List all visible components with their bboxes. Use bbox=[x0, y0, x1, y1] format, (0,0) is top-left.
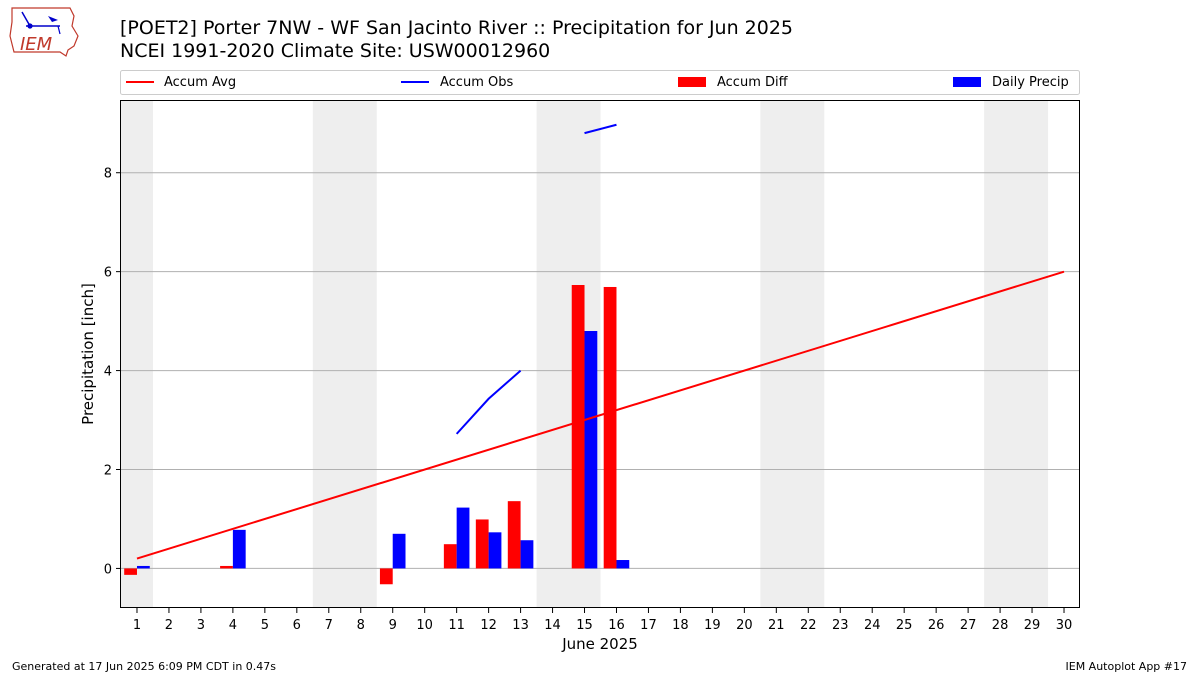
x-tick-label: 24 bbox=[864, 618, 881, 633]
footer-generated: Generated at 17 Jun 2025 6:09 PM CDT in … bbox=[12, 660, 277, 673]
legend-obs-label: Accum Obs bbox=[440, 75, 513, 90]
legend-daily-swatch bbox=[953, 77, 981, 87]
accum-diff-bar bbox=[603, 286, 617, 569]
x-tick-label: 22 bbox=[800, 618, 817, 633]
chart-subtitle: NCEI 1991-2020 Climate Site: USW00012960 bbox=[120, 40, 551, 62]
weekend-band bbox=[121, 101, 153, 608]
accum-diff-bar bbox=[443, 544, 457, 569]
legend-diff-label: Accum Diff bbox=[717, 75, 789, 90]
y-axis-label: Precipitation [inch] bbox=[79, 283, 97, 425]
weekend-band bbox=[760, 101, 825, 608]
x-tick-label: 28 bbox=[992, 618, 1009, 633]
x-tick-label: 6 bbox=[293, 618, 301, 633]
accum-diff-bar bbox=[379, 568, 393, 585]
daily-precip-bar bbox=[232, 529, 246, 569]
accum-diff-bar bbox=[571, 285, 585, 569]
x-tick-label: 13 bbox=[512, 618, 529, 633]
x-tick-label: 10 bbox=[416, 618, 433, 633]
plot-frame bbox=[120, 100, 1080, 608]
x-tick-label: 7 bbox=[325, 618, 333, 633]
accum-obs-line bbox=[584, 123, 617, 135]
weekend-band bbox=[312, 101, 377, 608]
x-tick-label: 5 bbox=[261, 618, 269, 633]
accum-diff-bar bbox=[124, 568, 137, 575]
x-tick-label: 21 bbox=[768, 618, 785, 633]
y-tick-label: 4 bbox=[104, 365, 112, 380]
x-tick-label: 27 bbox=[960, 618, 977, 633]
x-tick-label: 2 bbox=[165, 618, 173, 633]
daily-precip-bar bbox=[392, 533, 406, 569]
accum-diff-bar bbox=[220, 565, 233, 569]
legend-box bbox=[120, 70, 1080, 95]
daily-precip-bar bbox=[520, 540, 534, 569]
y-tick-label: 0 bbox=[104, 562, 112, 577]
x-tick-label: 1 bbox=[133, 618, 141, 633]
accum-avg-line bbox=[136, 270, 1065, 560]
legend-diff-swatch bbox=[678, 77, 706, 87]
x-tick-label: 11 bbox=[448, 618, 465, 633]
footer-app: IEM Autoplot App #17 bbox=[1065, 660, 1188, 673]
y-tick-label: 2 bbox=[104, 464, 112, 479]
x-tick-label: 9 bbox=[389, 618, 397, 633]
x-tick-label: 29 bbox=[1024, 618, 1041, 633]
y-tick-label: 8 bbox=[104, 167, 112, 182]
x-axis-label: June 2025 bbox=[561, 635, 638, 653]
daily-precip-bar bbox=[136, 565, 150, 569]
x-tick-label: 17 bbox=[640, 618, 657, 633]
x-tick-label: 15 bbox=[576, 618, 593, 633]
accum-diff-bar bbox=[475, 519, 489, 569]
x-tick-label: 19 bbox=[704, 618, 721, 633]
legend-daily-label: Daily Precip bbox=[992, 75, 1069, 90]
x-tick-label: 20 bbox=[736, 618, 753, 633]
accum-obs-line bbox=[455, 369, 522, 435]
weekend-band bbox=[984, 101, 1049, 608]
daily-precip-bar bbox=[616, 560, 630, 569]
x-tick-label: 3 bbox=[197, 618, 205, 633]
chart-title: [POET2] Porter 7NW - WF San Jacinto Rive… bbox=[120, 17, 794, 39]
x-tick-label: 8 bbox=[357, 618, 365, 633]
daily-precip-bar bbox=[456, 507, 470, 569]
x-tick-label: 14 bbox=[544, 618, 561, 633]
y-tick-label: 6 bbox=[104, 266, 112, 281]
x-tick-label: 26 bbox=[928, 618, 945, 633]
daily-precip-bar bbox=[584, 331, 598, 569]
legend-avg-label: Accum Avg bbox=[164, 75, 236, 90]
x-tick-label: 16 bbox=[608, 618, 625, 633]
accum-diff-bar bbox=[507, 501, 521, 569]
x-tick-label: 12 bbox=[480, 618, 497, 633]
x-tick-label: 4 bbox=[229, 618, 237, 633]
logo-text: IEM bbox=[20, 34, 53, 55]
x-tick-label: 23 bbox=[832, 618, 849, 633]
x-tick-label: 30 bbox=[1056, 618, 1073, 633]
x-tick-label: 18 bbox=[672, 618, 689, 633]
daily-precip-bar bbox=[488, 532, 502, 569]
x-tick-label: 25 bbox=[896, 618, 913, 633]
iem-logo: IEM bbox=[8, 6, 80, 62]
legend: Accum Avg Accum Obs Accum Diff Daily Pre… bbox=[120, 70, 1080, 95]
